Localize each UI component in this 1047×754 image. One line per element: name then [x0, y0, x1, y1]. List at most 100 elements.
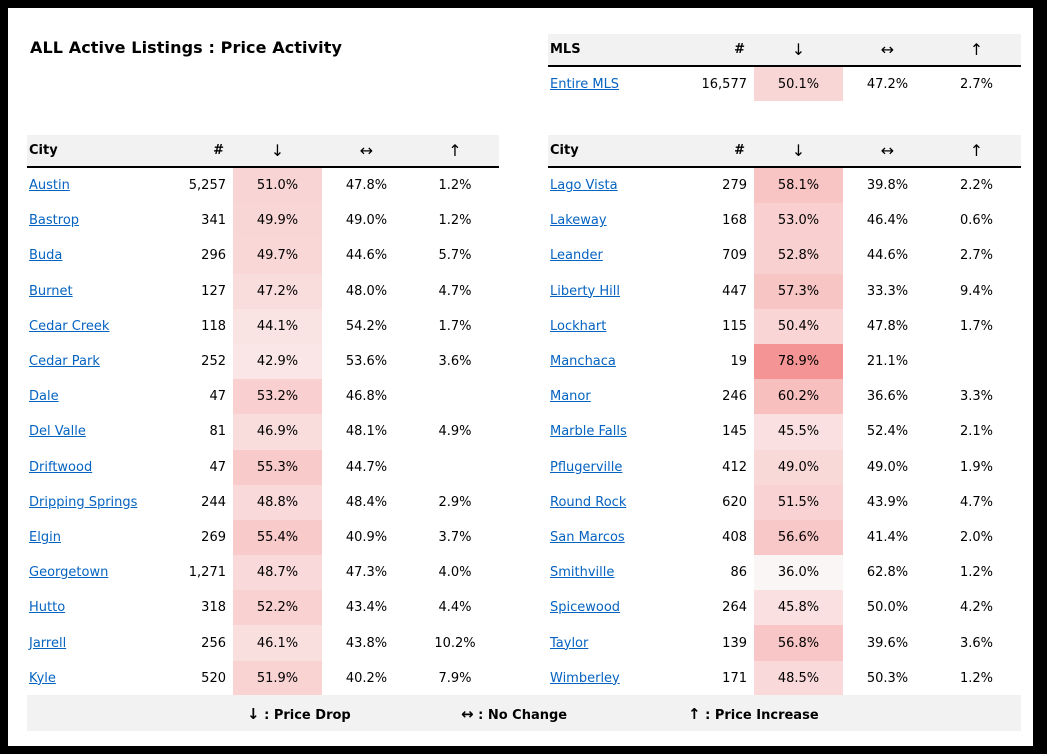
city-link[interactable]: Taylor	[550, 635, 589, 651]
price-increase-cell: 2.7%	[959, 248, 994, 264]
legend-label: : Price Drop	[264, 708, 351, 723]
city-link[interactable]: Manor	[550, 389, 591, 405]
city-link[interactable]: Marble Falls	[550, 424, 627, 440]
city-link[interactable]: Smithville	[550, 565, 615, 581]
city-link[interactable]: Kyle	[29, 670, 56, 686]
count-cell: 246	[722, 389, 747, 405]
no-change-cell: 52.4%	[866, 424, 909, 440]
count-cell: 244	[201, 494, 226, 510]
city-link[interactable]: Bastrop	[29, 213, 80, 229]
city-link[interactable]: Hutto	[29, 600, 66, 616]
city-link[interactable]: Austin	[29, 178, 70, 194]
price-drop-cell: 46.1%	[233, 625, 322, 661]
count-cell: 168	[722, 213, 747, 229]
no-change-cell: 47.2%	[866, 76, 909, 92]
entire-mls-link[interactable]: Entire MLS	[550, 76, 620, 92]
price-increase-cell: 1.2%	[959, 565, 994, 581]
price-increase-cell: 1.9%	[959, 459, 994, 475]
price-increase-cell: 2.1%	[959, 424, 994, 440]
city-link[interactable]: Dale	[29, 389, 59, 405]
price-increase-cell: 3.7%	[438, 529, 472, 545]
no-change-cell: 47.8%	[866, 318, 909, 334]
count-cell: 520	[201, 670, 226, 686]
table-row: Jarrell 256 46.1% 43.8% 10.2%	[27, 625, 499, 661]
city-link[interactable]: Driftwood	[29, 459, 93, 475]
price-drop-cell: 45.5%	[754, 414, 843, 450]
no-change-cell: 53.6%	[345, 354, 388, 370]
city-name-cell: Smithville	[548, 555, 674, 590]
legend-label: : No Change	[478, 708, 568, 723]
table-row: Taylor 139 56.8% 39.6% 3.6%	[548, 625, 1021, 661]
table-row: Driftwood 47 55.3% 44.7%	[27, 449, 499, 485]
count-cell: 447	[722, 283, 747, 299]
price-increase-cell: 4.4%	[438, 600, 472, 616]
no-change-cell: 44.6%	[866, 248, 909, 264]
mls-name-cell: Entire MLS	[548, 66, 674, 101]
count-cell: 1,271	[188, 565, 226, 581]
price-drop-cell: 47.2%	[233, 273, 322, 309]
price-drop-cell: 49.9%	[233, 203, 322, 239]
header-row: MLS # ↓ ↔ ↑	[548, 34, 1021, 67]
legend-bar: ↓ : Price Drop ↔ : No Change ↑ : Price I…	[27, 695, 1021, 731]
city-name-cell: Cedar Creek	[27, 309, 153, 344]
city-link[interactable]: Wimberley	[550, 670, 620, 686]
legend-price-increase: ↑ : Price Increase	[688, 705, 819, 723]
count-cell: 19	[730, 354, 747, 370]
table-row: San Marcos 408 56.6% 41.4% 2.0%	[548, 519, 1021, 556]
price-increase-cell	[411, 379, 499, 414]
price-increase-cell: 4.9%	[438, 424, 472, 440]
city-link[interactable]: Lago Vista	[550, 178, 618, 194]
column-header-price-drop: ↓	[754, 34, 843, 67]
city-link[interactable]: Burnet	[29, 283, 73, 299]
table-row: Buda 296 49.7% 44.6% 5.7%	[27, 238, 499, 274]
price-increase-cell: 4.7%	[959, 494, 994, 510]
price-increase-cell: 1.2%	[438, 178, 472, 194]
table-row: Dale 47 53.2% 46.8%	[27, 379, 499, 415]
table-row: Entire MLS 16,577 50.1% 47.2% 2.7%	[548, 66, 1021, 101]
no-change-cell: 21.1%	[866, 354, 909, 370]
city-link[interactable]: Dripping Springs	[29, 494, 138, 510]
count-cell: 252	[201, 354, 226, 370]
city-link[interactable]: Georgetown	[29, 565, 109, 581]
column-header-price-increase: ↑	[411, 135, 499, 168]
city-link[interactable]: Elgin	[29, 529, 61, 545]
no-change-cell: 62.8%	[866, 565, 909, 581]
city-name-cell: Jarrell	[27, 625, 153, 660]
city-link[interactable]: Cedar Park	[29, 354, 100, 370]
city-name-cell: Hutto	[27, 590, 153, 625]
city-link[interactable]: Spicewood	[550, 600, 621, 616]
price-increase-cell: 1.2%	[959, 670, 994, 686]
count-cell: 171	[722, 670, 747, 686]
count-cell: 412	[722, 459, 747, 475]
price-increase-cell: 2.9%	[438, 494, 472, 510]
city-link[interactable]: Cedar Creek	[29, 318, 110, 334]
city-link[interactable]: Leander	[550, 248, 603, 264]
price-increase-cell: 9.4%	[959, 283, 994, 299]
no-change-cell: 46.4%	[866, 213, 909, 229]
count-cell: 408	[722, 529, 747, 545]
no-change-cell: 36.6%	[866, 389, 909, 405]
city-link[interactable]: Round Rock	[550, 494, 627, 510]
column-header-price-increase: ↑	[932, 135, 1021, 168]
city-link[interactable]: Del Valle	[29, 424, 86, 440]
table-row: Marble Falls 145 45.5% 52.4% 2.1%	[548, 414, 1021, 450]
column-header-no-change: ↔	[843, 135, 932, 168]
no-change-cell: 54.2%	[345, 318, 388, 334]
price-increase-cell: 0.6%	[959, 213, 994, 229]
city-link[interactable]: Manchaca	[550, 354, 616, 370]
table-row: Leander 709 52.8% 44.6% 2.7%	[548, 238, 1021, 274]
table-row: Cedar Park 252 42.9% 53.6% 3.6%	[27, 343, 499, 380]
price-drop-cell: 52.8%	[754, 238, 843, 274]
city-link[interactable]: Lockhart	[550, 318, 607, 334]
count-cell: 341	[201, 213, 226, 229]
city-link[interactable]: Liberty Hill	[550, 283, 620, 299]
city-link[interactable]: San Marcos	[550, 529, 625, 545]
city-link[interactable]: Pflugerville	[550, 459, 623, 475]
no-change-cell: 48.4%	[345, 494, 388, 510]
city-link[interactable]: Lakeway	[550, 213, 607, 229]
city-link[interactable]: Buda	[29, 248, 63, 264]
price-drop-cell: 42.9%	[233, 343, 322, 380]
table-row: Burnet 127 47.2% 48.0% 4.7%	[27, 273, 499, 309]
city-link[interactable]: Jarrell	[29, 635, 67, 651]
count-cell: 256	[201, 635, 226, 651]
